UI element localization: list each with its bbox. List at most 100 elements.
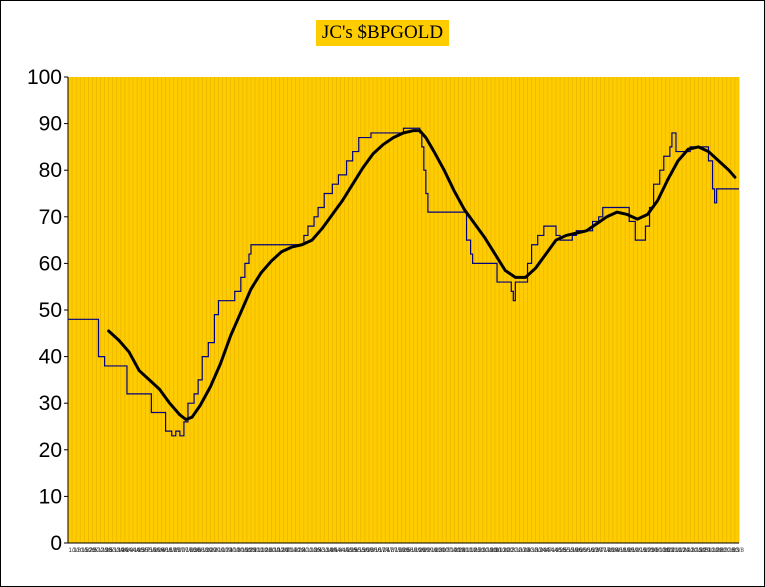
x-tick-label: 2/25	[310, 548, 322, 554]
x-tick-label: 6/18	[165, 548, 177, 554]
x-tick-labels: 1/11/81/151/221/292/52/122/192/263/53/12…	[69, 548, 745, 554]
chart-title: JC's $BPGOLD	[0, 20, 765, 46]
x-tick-label: 9/10	[213, 548, 225, 554]
y-tick-label: 0	[50, 532, 62, 555]
x-tick-label: 4/28	[555, 548, 567, 554]
x-tick-label: 12/29	[695, 548, 711, 554]
x-tick-label: 11/25	[466, 548, 481, 554]
x-tick-label: 11/17	[671, 548, 686, 554]
x-tick-label: 1/20	[498, 548, 510, 554]
x-tick-label: 2/26	[101, 548, 113, 554]
x-tick-label: 6/10	[370, 548, 382, 554]
x-tick-label: 11/10	[667, 548, 682, 554]
x-tick-label: 3/5	[105, 548, 114, 554]
y-tick-label: 50	[39, 299, 62, 322]
x-tick-label: 12/31	[277, 548, 293, 554]
x-tick-label: 3/4	[314, 548, 323, 554]
x-tick-label: 8/20	[201, 548, 213, 554]
x-tick-label: 1/7	[281, 548, 290, 554]
x-tick-label: 3/19	[113, 548, 125, 554]
x-tick-label: 5/28	[153, 548, 165, 554]
x-tick-label: 12/16	[478, 548, 494, 554]
x-tick-label: 12/23	[482, 548, 498, 554]
x-tick-label: 10/28	[450, 548, 466, 554]
x-tick-label: 1/15	[77, 548, 89, 554]
x-tick-label: 4/14	[547, 548, 559, 554]
x-tick-label: 5/27	[362, 548, 374, 554]
x-tick-label: 4/21	[551, 548, 563, 554]
x-tick-label: 12/22	[691, 548, 707, 554]
x-tick-label: 1/27	[502, 548, 514, 554]
x-tick-label: 2/12	[93, 548, 105, 554]
y-tick-label: 90	[39, 113, 62, 136]
x-tick-label: 4/30	[137, 548, 149, 554]
x-tick-label: 3/26	[117, 548, 129, 554]
x-tick-label: 3/24	[535, 548, 547, 554]
x-tick-label: 5/13	[354, 548, 366, 554]
x-tick-label: 12/2	[470, 548, 482, 554]
x-tick-label: 10/15	[233, 548, 249, 554]
x-tick-label: 8/18	[619, 548, 631, 554]
x-tick-label: 1/12	[703, 548, 715, 554]
x-tick-label: 2/19	[97, 548, 109, 554]
x-tick-label: 7/28	[607, 548, 619, 554]
x-tick-label: 9/30	[434, 548, 446, 554]
x-tick-label: 11/4	[454, 548, 466, 554]
x-tick-label: 9/1	[627, 548, 636, 554]
x-tick-label: 11/24	[675, 548, 690, 554]
x-tick-label: 6/24	[378, 548, 390, 554]
x-tick-label: 4/7	[543, 548, 552, 554]
x-tick-label: 2/17	[514, 548, 526, 554]
x-tick-label: 12/1	[679, 548, 691, 554]
x-tick-label: 10/27	[659, 548, 675, 554]
x-tick-label: 7/7	[595, 548, 604, 554]
x-tick-label: 12/30	[486, 548, 502, 554]
x-tick-label: 12/15	[687, 548, 703, 554]
x-tick-label: 9/15	[635, 548, 647, 554]
x-tick-label: 3/31	[539, 548, 551, 554]
x-tick-label: 4/15	[338, 548, 350, 554]
x-tick-label: 6/30	[591, 548, 603, 554]
y-tick-labels: 0 10 20 30 40 50 60 70 80 90 100	[27, 66, 68, 555]
x-tick-label: 6/23	[587, 548, 599, 554]
x-tick-label: 11/26	[257, 548, 272, 554]
smoothed-average-line	[107, 129, 737, 422]
x-tick-label: 12/10	[265, 548, 281, 554]
x-tick-label: 1/1	[69, 548, 78, 554]
x-tick-label: 7/9	[177, 548, 186, 554]
x-tick-label: 3/8	[735, 548, 744, 554]
x-tick-label: 8/25	[623, 548, 635, 554]
x-tick-label: 3/18	[322, 548, 334, 554]
x-tick-label: 12/3	[261, 548, 273, 554]
x-tick-label: 2/23	[727, 548, 739, 554]
x-tick-label: 5/26	[571, 548, 583, 554]
x-tick-label: 5/14	[145, 548, 157, 554]
x-tick-label: 7/23	[185, 548, 197, 554]
x-tick-label: 1/21	[289, 548, 301, 554]
x-tick-label: 2/24	[519, 548, 531, 554]
x-tick-label: 8/26	[414, 548, 426, 554]
price-step-line	[68, 127, 739, 437]
x-tick-label: 6/2	[575, 548, 584, 554]
x-tick-label: 5/20	[358, 548, 370, 554]
x-tick-label: 9/16	[426, 548, 438, 554]
x-tick-label: 6/3	[366, 548, 375, 554]
x-tick-label: 7/30	[189, 548, 201, 554]
x-tick-label: 6/16	[583, 548, 595, 554]
x-tick-label: 8/4	[611, 548, 620, 554]
y-tick-label: 40	[39, 346, 62, 369]
y-tick-label: 100	[27, 66, 62, 89]
x-tick-label: 6/11	[161, 548, 173, 554]
x-tick-label: 10/7	[438, 548, 450, 554]
x-tick-label: 9/3	[209, 548, 218, 554]
x-tick-label: 11/3	[663, 548, 675, 554]
x-tick-label: 2/11	[302, 548, 314, 554]
x-tick-label: 7/1	[382, 548, 391, 554]
y-tick-label: 20	[39, 439, 62, 462]
x-tick-label: 12/17	[269, 548, 285, 554]
x-tick-label: 4/23	[133, 548, 145, 554]
x-tick-label: 9/9	[422, 548, 431, 554]
x-tick-label: 5/21	[149, 548, 161, 554]
x-tick-label: 4/2	[121, 548, 130, 554]
x-tick-label: 7/29	[398, 548, 410, 554]
